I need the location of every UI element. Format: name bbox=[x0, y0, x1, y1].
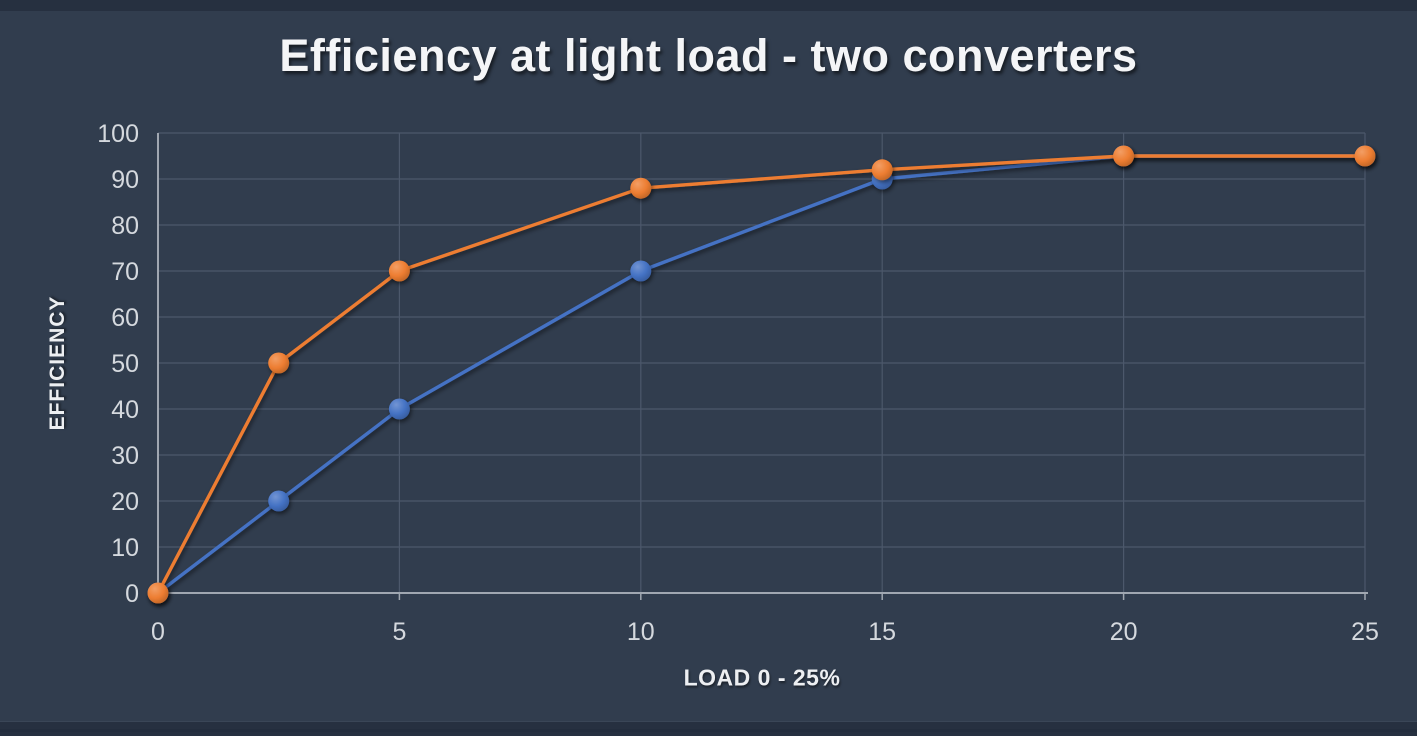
x-tick-label: 25 bbox=[1351, 618, 1379, 646]
y-tick-label: 30 bbox=[111, 442, 139, 470]
x-tick-label: 20 bbox=[1110, 618, 1138, 646]
orange-converter-marker bbox=[268, 352, 290, 374]
orange-converter-marker bbox=[1113, 145, 1135, 167]
y-tick-label: 90 bbox=[111, 166, 139, 194]
blue-converter-marker bbox=[630, 260, 652, 282]
blue-converter-marker bbox=[268, 490, 290, 512]
y-tick-label: 100 bbox=[97, 120, 139, 148]
x-axis-title: LOAD 0 - 25% bbox=[683, 664, 841, 691]
blue-converter-line bbox=[156, 154, 1367, 595]
orange-converter-line bbox=[156, 154, 1367, 595]
orange-converter-marker bbox=[630, 177, 652, 199]
orange-converter-marker bbox=[871, 159, 893, 181]
bottom-border-strip bbox=[0, 721, 1417, 736]
y-tick-label: 60 bbox=[111, 304, 139, 332]
top-border-strip bbox=[0, 0, 1417, 11]
bottom-border-inner-line bbox=[0, 729, 1417, 732]
orange-converter-marker bbox=[388, 260, 410, 282]
y-tick-label: 40 bbox=[111, 396, 139, 424]
chart-title: Efficiency at light load - two converter… bbox=[279, 30, 1138, 81]
orange-converter-marker bbox=[147, 582, 169, 604]
blue-converter-marker bbox=[388, 398, 410, 420]
y-tick-label: 20 bbox=[111, 488, 139, 516]
y-tick-label: 70 bbox=[111, 258, 139, 286]
x-tick-label: 10 bbox=[627, 618, 655, 646]
y-tick-label: 50 bbox=[111, 350, 139, 378]
y-tick-label: 80 bbox=[111, 212, 139, 240]
y-tick-label: 10 bbox=[111, 534, 139, 562]
x-tick-label: 0 bbox=[151, 618, 165, 646]
orange-converter-marker bbox=[1354, 145, 1376, 167]
y-tick-label: 0 bbox=[125, 580, 139, 608]
x-tick-label: 15 bbox=[868, 618, 896, 646]
x-tick-label: 5 bbox=[392, 618, 406, 646]
